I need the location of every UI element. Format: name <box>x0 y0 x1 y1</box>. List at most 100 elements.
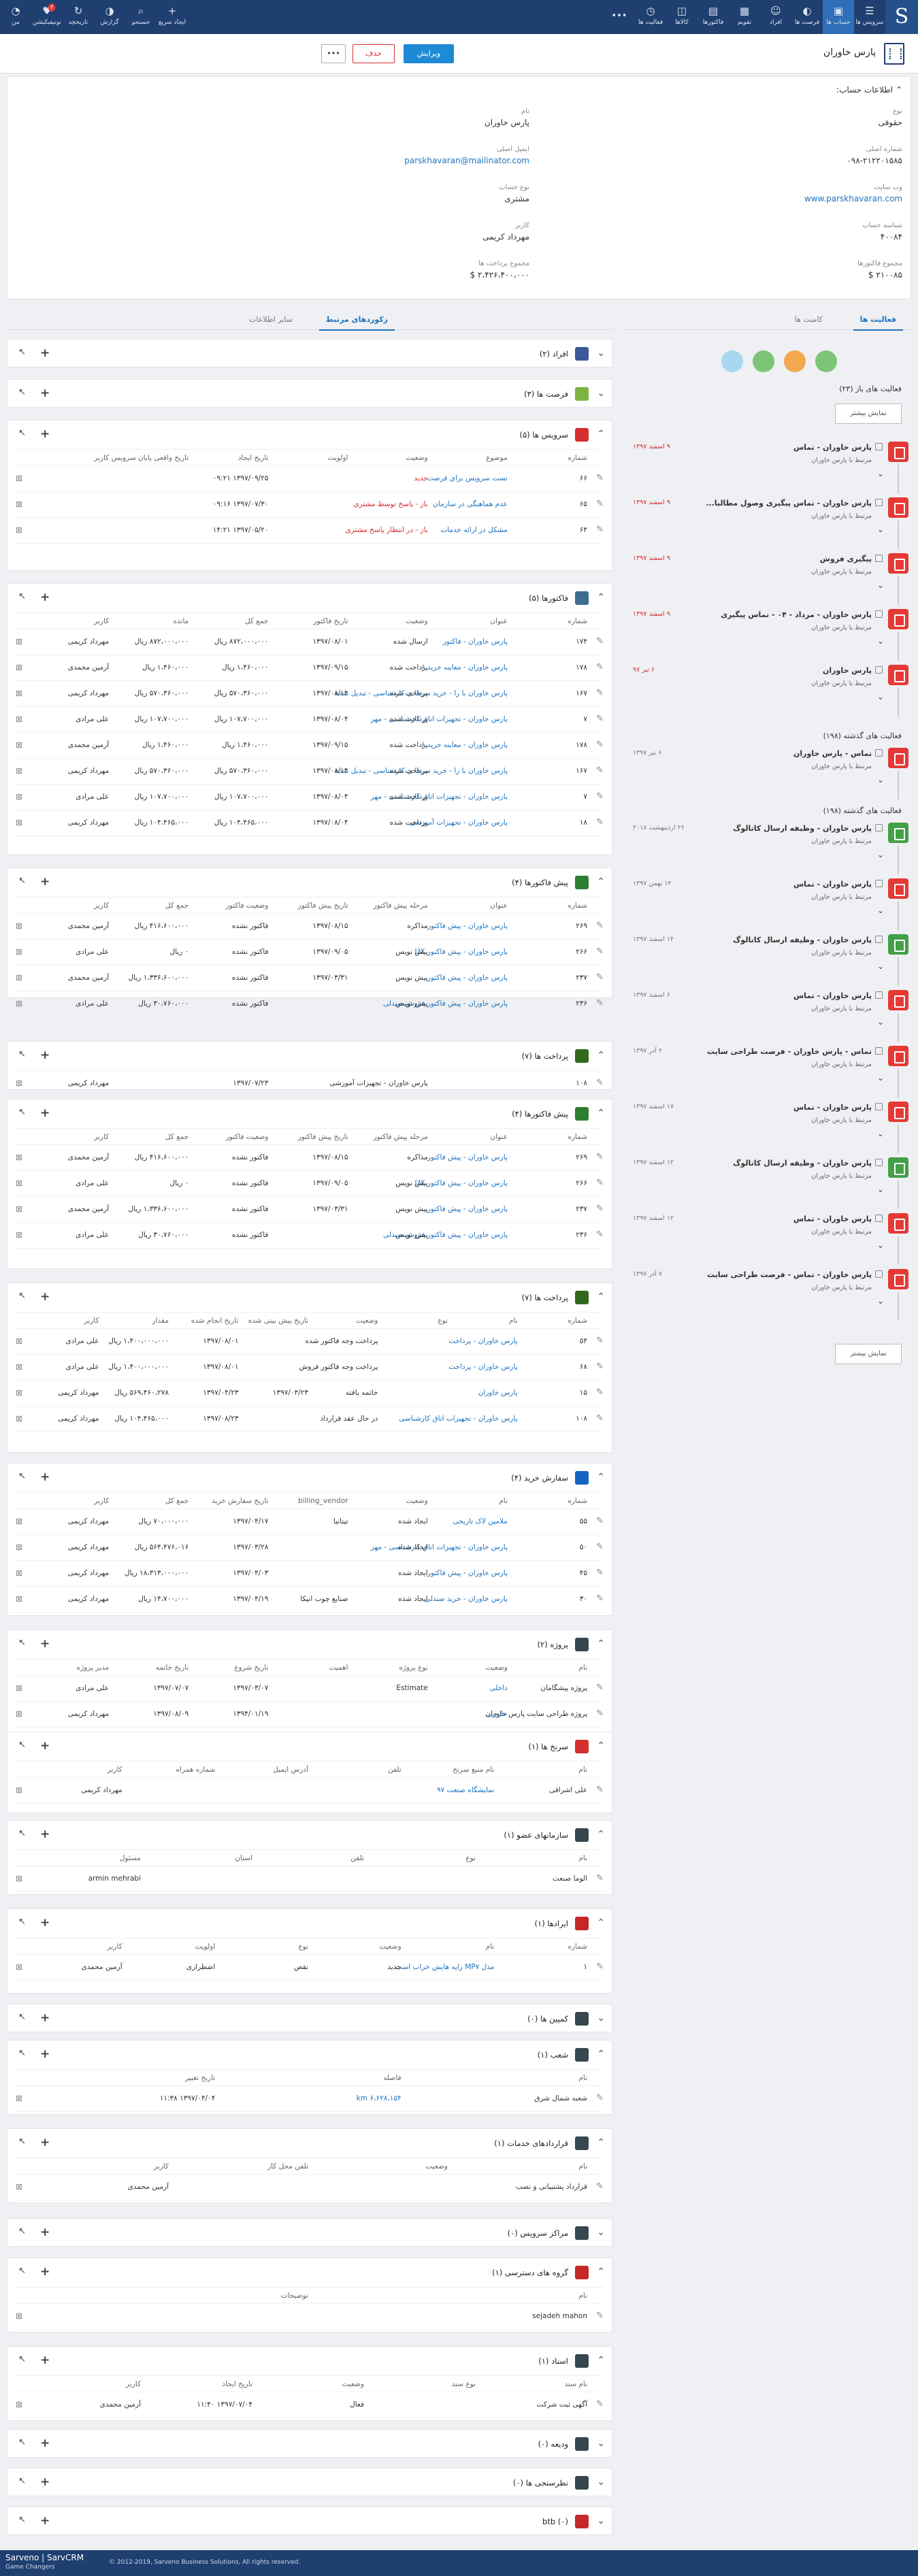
unlink-icon[interactable]: ⊠ <box>16 1178 23 1188</box>
unlink-icon[interactable]: ⊠ <box>16 1874 23 1883</box>
add-icon[interactable]: + <box>40 2354 50 2367</box>
add-icon[interactable]: + <box>40 1916 50 1930</box>
add-icon[interactable]: + <box>40 346 50 360</box>
edit-pencil-icon[interactable]: ✎ <box>596 1178 604 1188</box>
tab-related-records[interactable]: رکوردهای مرتبط <box>318 315 395 331</box>
record-link[interactable]: پارس خاوران - پیش فاکتور فروش صندلی <box>382 1000 508 1008</box>
chevron-icon[interactable]: ⌄ <box>597 2438 605 2449</box>
edit-pencil-icon[interactable]: ✎ <box>596 525 604 535</box>
record-link[interactable]: خارجی <box>487 1710 508 1718</box>
chevron-icon[interactable]: ⌄ <box>597 2227 605 2238</box>
section-header[interactable]: ⌄ کمپین ها (۰) + ↖ <box>7 2004 612 2033</box>
util-nav-item-1[interactable]: ♥ نوتیفیکیشن ۳ <box>31 0 63 34</box>
unlink-icon[interactable]: ⊠ <box>16 740 23 750</box>
add-icon[interactable]: + <box>40 1637 50 1651</box>
record-link[interactable]: پارس خاوران با را - خرید سرها ی کارشناسی… <box>335 689 508 697</box>
edit-pencil-icon[interactable]: ✎ <box>596 1361 604 1372</box>
complete-checkbox[interactable] <box>875 880 883 887</box>
add-icon[interactable]: + <box>40 2136 50 2149</box>
unlink-icon[interactable]: ⊠ <box>16 999 23 1008</box>
expand-chevron-icon[interactable]: ⌄ <box>876 775 884 785</box>
record-link[interactable]: پارس خاوران - پرداخت <box>448 1363 518 1371</box>
util-nav-item-5[interactable]: + ایجاد سریع <box>157 0 188 34</box>
info-field-value[interactable]: parskhavaran@mailinator.com <box>404 156 529 165</box>
unlink-icon[interactable]: ⊠ <box>16 499 23 509</box>
unlink-icon[interactable]: ⊠ <box>16 792 23 802</box>
edit-pencil-icon[interactable]: ✎ <box>596 765 604 776</box>
unlink-icon[interactable]: ⊠ <box>16 1414 23 1423</box>
section-header[interactable]: ⌄ نظرسنجی ها (۰) + ↖ <box>7 2468 612 2497</box>
record-link[interactable]: پارس خاوران - پیش فاکتور فروش صندلی <box>382 1231 508 1239</box>
nav-item-6[interactable]: ◫ کالاها <box>666 0 698 34</box>
select-icon[interactable]: ↖ <box>18 2226 26 2236</box>
select-icon[interactable]: ↖ <box>18 2266 26 2276</box>
edit-pencil-icon[interactable]: ✎ <box>596 1336 604 1346</box>
chevron-icon[interactable]: ⌄ <box>597 348 605 359</box>
section-header[interactable]: ⌃ پیش فاکتورها (۴) + ↖ <box>7 1100 612 1128</box>
expand-chevron-icon[interactable]: ⌄ <box>876 580 884 590</box>
chevron-icon[interactable]: ⌃ <box>597 1829 605 1840</box>
nav-more-button[interactable]: ••• <box>611 11 627 21</box>
edit-pencil-icon[interactable]: ✎ <box>596 1873 604 1883</box>
edit-button[interactable]: ویرایش <box>404 44 454 63</box>
record-link[interactable]: مدل MP۷ رایه هایش خراب است <box>395 1963 495 1971</box>
edit-pencil-icon[interactable]: ✎ <box>596 1962 604 1972</box>
complete-checkbox[interactable] <box>875 991 883 999</box>
expand-chevron-icon[interactable]: ⌄ <box>876 906 884 915</box>
complete-checkbox[interactable] <box>875 824 883 831</box>
tab-activities[interactable]: فعالیت ها <box>853 315 904 331</box>
section-header[interactable]: ⌃ ایرادها (۱) + ↖ <box>7 1909 612 1938</box>
chevron-icon[interactable]: ⌄ <box>597 2477 605 2488</box>
edit-pencil-icon[interactable]: ✎ <box>596 2311 604 2321</box>
expand-chevron-icon[interactable]: ⌄ <box>876 1129 884 1138</box>
add-icon[interactable]: + <box>40 2437 50 2450</box>
unlink-icon[interactable]: ⊠ <box>16 1517 23 1526</box>
section-header[interactable]: ⌃ پرداخت ها (۷) + ↖ <box>7 1283 612 1312</box>
record-link[interactable]: پارس خاوران - پیش فاکتور UX <box>414 948 508 956</box>
edit-pencil-icon[interactable]: ✎ <box>596 1152 604 1162</box>
edit-pencil-icon[interactable]: ✎ <box>596 1785 604 1795</box>
edit-pencil-icon[interactable]: ✎ <box>596 473 604 483</box>
chevron-icon[interactable]: ⌄ <box>597 388 605 399</box>
select-icon[interactable]: ↖ <box>18 347 26 357</box>
add-icon[interactable]: + <box>40 1739 50 1753</box>
edit-pencil-icon[interactable]: ✎ <box>596 1413 604 1423</box>
add-icon[interactable]: + <box>40 2047 50 2061</box>
record-link[interactable]: پارس خاوران - پیش فاکتور <box>427 1569 508 1577</box>
unlink-icon[interactable]: ⊠ <box>16 1785 23 1795</box>
unlink-icon[interactable]: ⊠ <box>16 663 23 672</box>
edit-pencil-icon[interactable]: ✎ <box>596 688 604 698</box>
chevron-icon[interactable]: ⌃ <box>597 1050 605 1061</box>
activity-title[interactable]: پارس خاوران - وظیفه ارسال کاتالوگ <box>733 824 872 833</box>
section-header[interactable]: ⌄ (۰) btb + ↖ <box>7 2507 612 2536</box>
expand-chevron-icon[interactable]: ⌄ <box>876 525 884 534</box>
nav-item-4[interactable]: ▦ تقویم <box>729 0 760 34</box>
expand-chevron-icon[interactable]: ⌄ <box>876 1296 884 1306</box>
section-header[interactable]: ⌄ افراد (۲) + ↖ <box>7 340 612 368</box>
edit-pencil-icon[interactable]: ✎ <box>596 921 604 931</box>
edit-pencil-icon[interactable]: ✎ <box>596 946 604 957</box>
edit-pencil-icon[interactable]: ✎ <box>596 817 604 827</box>
select-icon[interactable]: ↖ <box>18 2476 26 2486</box>
nav-item-0[interactable]: ☰ سرویس ها <box>854 0 885 34</box>
complete-checkbox[interactable] <box>875 1159 883 1166</box>
add-icon[interactable]: + <box>40 386 50 400</box>
app-logo[interactable]: S <box>885 0 918 34</box>
record-link[interactable]: پارس خاوران - پرداخت <box>448 1337 518 1345</box>
show-more-button[interactable]: نمایش بیشتر <box>835 403 902 424</box>
more-actions-button[interactable]: ••• <box>321 44 346 63</box>
unlink-icon[interactable]: ⊠ <box>16 1683 23 1693</box>
record-link[interactable]: پارس خاوران - پیش فاکتور UX <box>414 1179 508 1187</box>
tab-other-info[interactable]: سایر اطلاعات <box>249 315 293 324</box>
chevron-icon[interactable]: ⌃ <box>597 876 605 887</box>
nav-item-3[interactable]: ☺ افراد <box>760 0 791 34</box>
record-link[interactable]: پارس خاوران - معاینه خرید ۶ <box>421 663 508 672</box>
record-link[interactable]: پارس خاوران - تجهیزات اتاق کارشناسی - مه… <box>370 715 508 723</box>
quick-task-icon[interactable] <box>753 350 774 372</box>
edit-pencil-icon[interactable]: ✎ <box>596 636 604 646</box>
account-info-header[interactable]: ⌃ اطلاعات حساب: <box>836 85 902 95</box>
record-link[interactable]: داخلی <box>489 1684 508 1692</box>
unlink-icon[interactable]: ⊠ <box>16 2094 23 2103</box>
unlink-icon[interactable]: ⊠ <box>16 921 23 931</box>
unlink-icon[interactable]: ⊠ <box>16 1594 23 1604</box>
